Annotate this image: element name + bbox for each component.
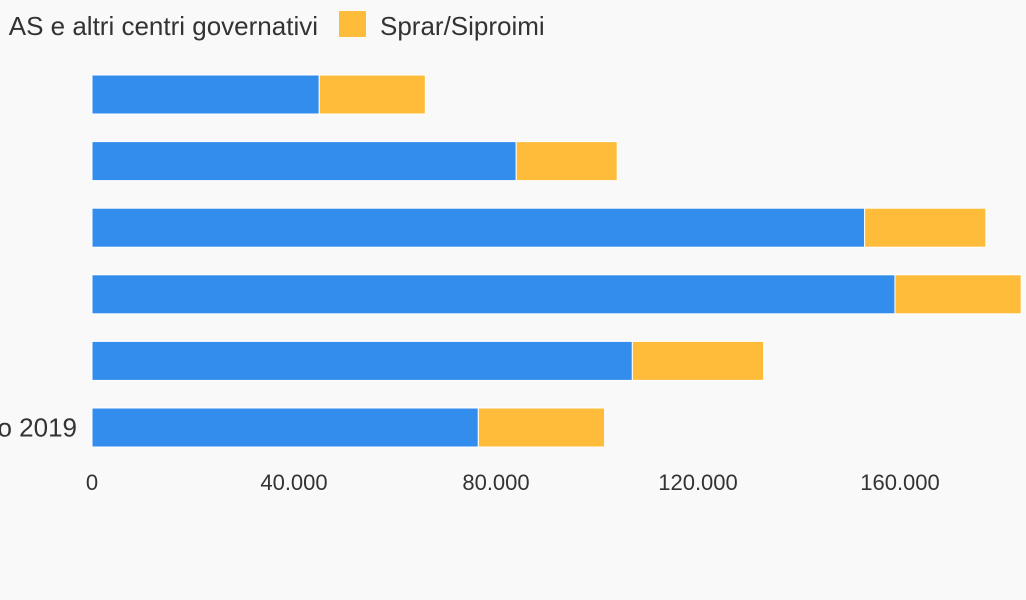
legend-swatch-sprar xyxy=(339,11,366,37)
bar-segment-governativi-3 xyxy=(91,274,896,315)
bar-segment-sprar-1 xyxy=(515,141,618,182)
bar-segment-governativi-5 xyxy=(91,407,479,448)
legend: AS e altri centri governativi Sprar/Sipr… xyxy=(9,11,545,41)
bar-segment-sprar-0 xyxy=(318,74,426,115)
x-tick-label-4: 160.000 xyxy=(860,470,940,495)
legend-label-sprar: Sprar/Siproimi xyxy=(380,11,545,41)
bar-segment-governativi-1 xyxy=(91,141,517,182)
bar-segment-governativi-4 xyxy=(91,340,633,381)
x-tick-label-2: 80.000 xyxy=(462,470,529,495)
bar-segment-sprar-4 xyxy=(631,340,765,381)
bar-segment-sprar-5 xyxy=(477,407,606,448)
bar-segment-sprar-3 xyxy=(894,274,1022,315)
bar-segment-governativi-0 xyxy=(91,74,320,115)
x-tick-label-0: 0 xyxy=(86,470,98,495)
bar-segment-sprar-2 xyxy=(864,207,987,248)
x-tick-label-3: 120.000 xyxy=(658,470,738,495)
category-labels: o 2019 xyxy=(0,413,77,443)
bars-group xyxy=(91,74,1022,448)
bar-segment-governativi-2 xyxy=(91,207,866,248)
x-tick-label-1: 40.000 xyxy=(260,470,327,495)
legend-label-as-centri-governativi: AS e altri centri governativi xyxy=(9,11,318,41)
category-label-5: o 2019 xyxy=(0,413,77,443)
